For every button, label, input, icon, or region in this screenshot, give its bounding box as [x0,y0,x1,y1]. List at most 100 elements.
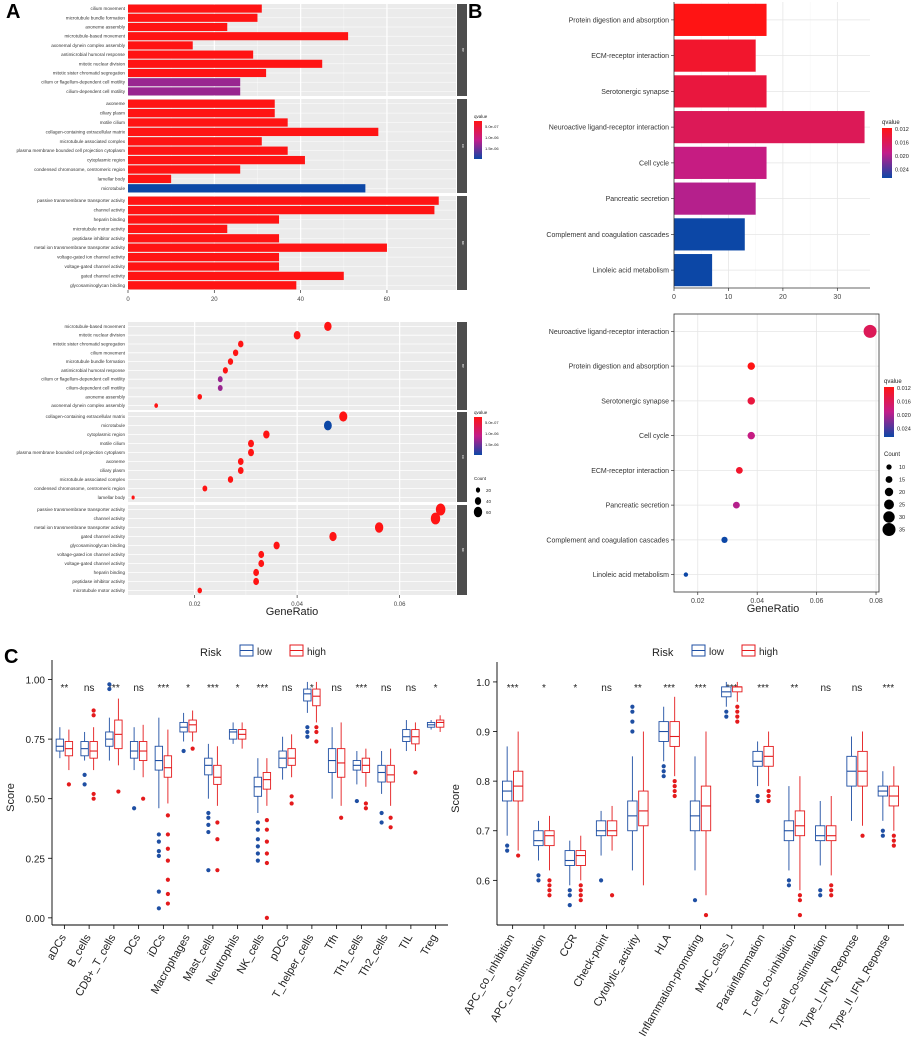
c-right-legend-label-high: high [759,647,778,658]
a-bar-label-cilium-movement: cilium movement [91,6,126,11]
c-right-outlier-high-t-cell-co-stimulation-0 [829,883,834,888]
a-bar-x-tick-label-1: 20 [211,297,218,303]
c-left-outlier-high-adcs-0 [66,782,71,787]
a-bar-legend-tick-2: 1.5e-06 [485,146,499,151]
c-left-outlier-low-nk-cells-0 [255,820,260,825]
c-right-outlier-low-ccr-0 [567,888,572,893]
c-left-outlier-low-nk-cells-5 [255,858,260,863]
c-left-outlier-low-idcs-4 [156,889,161,894]
c-left-outlier-high-nk-cells-0 [264,818,269,823]
b-bar-legend-tick-0: 0.012 [895,127,909,133]
a-dot-legend-count-20 [475,487,481,493]
panel-label-c: C [4,646,18,668]
c-right-outlier-high-mhc-class-i-3 [735,719,740,724]
b-dot-label-complement-and-coagulation-cascades: Complement and coagulation cascades [546,537,669,544]
b-dot-legend-count-15 [885,476,893,483]
c-right-outlier-high-hla-1 [672,783,677,789]
panel-label-b: B [468,1,482,23]
c-right-y-tick-label-3: 0.9 [476,728,490,739]
a-dot-legend-count-label-60: 60 [486,510,492,515]
c-left-outlier-high-b-cells-3 [91,796,96,801]
a-dot-point-glycosaminoglycan-binding [273,541,280,550]
c-left-outlier-high-idcs-1 [165,832,170,837]
a-dot-label-metal-ion-transmembrane-transporter-activity: metal ion transmembrane transporter acti… [34,525,126,530]
c-right-significance-t-cell-co-stimulation: ns [820,683,831,694]
c-right-box-high-apc-co-stimulation [544,830,555,847]
c-right-significance-type-ii-ifn-reponse: *** [883,683,895,694]
c-left-outlier-high-b-cells-1 [91,713,96,718]
a-bar-label-channel-activity: channel activity [94,208,126,213]
c-left-significance-th2-cells: ns [381,683,392,694]
c-left-box-high-th2-cells [386,764,395,783]
a-bar-cilium-movement [128,4,262,13]
a-bar-label-peptidase-inhibitor-activity: peptidase inhibitor activity [72,236,125,241]
c-right-significance-ccr: * [573,683,577,694]
a-dot-legend-count-label-40: 40 [486,499,492,504]
b-dot-legend-count-title: Count [884,452,900,458]
c-left-box-high-pdcs [287,748,296,766]
a-dot-label-voltage-gated-ion-channel-activity: voltage-gated ion channel activity [57,552,126,557]
a-dot-legend-count-label-20: 20 [486,488,492,493]
c-left-significance-til: ns [406,683,417,694]
a-dot-label-axoneme-assembly: axoneme assembly [85,394,125,399]
c-left-outlier-high-tfh-0 [339,815,344,820]
a-bar-axoneme [128,99,275,108]
c-left-outlier-low-idcs-1 [156,839,161,844]
a-bar-label-gated-channel-activity: gated channel activity [81,273,126,278]
b-dot-legend-count-label-30: 30 [899,515,905,521]
c-right-outlier-high-hla-2 [672,788,677,794]
c-left-x-label-idcs: iDCs [146,932,169,959]
b-dot-point-serotonergic-synapse [747,397,755,405]
a-dot-point-axoneme [237,457,244,466]
a-bar-cytoplasmic-region [128,155,305,165]
c-right-outlier-low-ccr-1 [567,893,572,898]
a-dot-point-ciliary-plasm [237,466,244,475]
a-dot-label-microtubule-associated-complex: microtubule associated complex [60,477,126,482]
c-right-outlier-low-check-point-0 [598,878,604,883]
b-bar-legend-tick-2: 0.020 [895,154,909,160]
a-bar-label-microtubule-bundle-formation: microtubule bundle formation [66,15,126,20]
a-dot-label-peptidase-inhibitor-activity: peptidase inhibitor activity [72,579,125,584]
c-right-legend-title: Risk [652,647,674,659]
a-bar-facet-cc-strip [457,99,467,193]
b-dot-xlabel: GeneRatio [747,603,800,615]
c-left-box-high-nk-cells [262,772,272,790]
c-left-outlier-high-nk-cells-1 [264,827,269,832]
c-right-outlier-low-hla-2 [661,774,666,779]
a-dot-legend-title: qvalue [474,410,488,415]
a-dot-label-cilium-dependent-cell-motility: cilium-dependent cell motility [66,386,125,391]
c-left-outlier-high-th1-cells-1 [363,806,368,811]
c-left-significance-neutrophils: * [236,683,240,694]
c-left-x-label-dcs: DCs [122,932,143,957]
c-right-outlier-high-type-i-ifn-reponse-0 [860,833,865,838]
a-dot-x-tick-label-1: 0.04 [291,602,303,608]
b-dot-legend-count-label-35: 35 [899,528,905,534]
a-bar-label-axoneme-assembly: axoneme assembly [85,25,125,30]
c-left-outlier-low-nk-cells-4 [255,851,260,856]
c-right-significance-mhc-class-i: *** [726,683,738,694]
c-right-outlier-high-parainflammation-0 [766,788,771,794]
c-left-outlier-low-mast-cells-3 [206,829,211,835]
c-right-x-label-t-cell-co-stimulation: T_cell_co-stimulation [768,933,830,1028]
b-bar-legend-title: qvalue [882,120,900,126]
b-dot-bg [674,314,879,592]
c-left-y-tick-label-3: 0.75 [26,735,46,746]
c-right-outlier-high-type-ii-ifn-reponse-2 [891,843,896,848]
c-left-outlier-low-idcs-5 [156,906,161,911]
a-dot-facet-mf-strip-label: MF [461,548,465,552]
c-left-box-high-treg [435,719,445,728]
b-dot-frame [673,313,880,593]
c-right-significance-hla: *** [663,683,675,694]
c-right-outlier-high-type-ii-ifn-reponse-1 [891,838,896,843]
a-bar-plasma-membrane-bounded-cell-projection-cytoplasm [128,146,288,155]
c-left-outlier-low-mast-cells-2 [206,822,211,828]
b-bar-legend-tick-1: 0.016 [895,141,909,147]
a-dot-point-plasma-membrane-bounded-cell-projection-cytoplasm [248,448,254,457]
b-bar-label-pancreatic-secretion: Pancreatic secretion [606,196,670,203]
a-bar-channel-activity [128,205,435,215]
a-dot-label-voltage-gated-channel-activity: voltage-gated channel activity [64,561,125,566]
c-left-box-high-t-helper-cells [312,688,321,707]
c-right-x-label-ccr: CCR [558,932,580,959]
c-left-outlier-high-idcs-5 [165,891,170,897]
c-right-box-low-check-point [595,820,607,837]
